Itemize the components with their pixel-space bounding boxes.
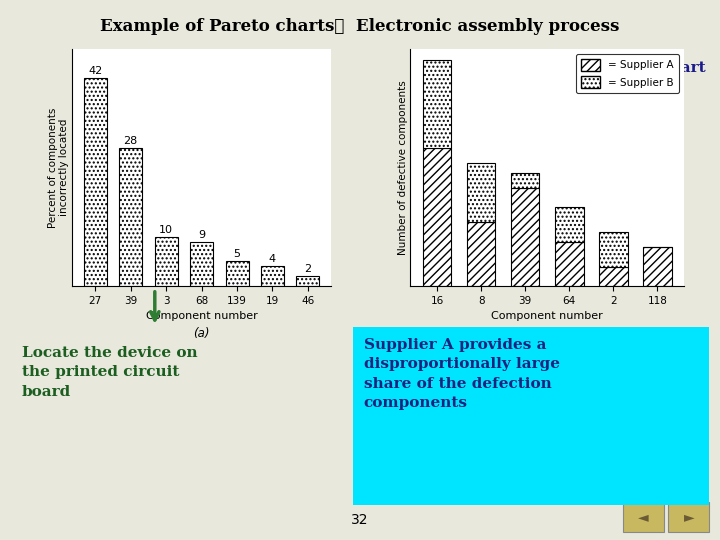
X-axis label: Component number: Component number: [145, 312, 258, 321]
X-axis label: Component number: Component number: [491, 312, 603, 321]
Text: Supplier A provides a
disproportionally large
share of the defection
components: Supplier A provides a disproportionally …: [364, 338, 559, 410]
FancyBboxPatch shape: [623, 502, 664, 532]
Bar: [261, 266, 284, 286]
Text: Example of Pareto charts：  Electronic assembly process: Example of Pareto charts： Electronic ass…: [100, 18, 620, 35]
Bar: [423, 148, 451, 286]
Bar: [423, 60, 451, 148]
Text: ►: ►: [684, 510, 694, 524]
Bar: [120, 147, 143, 286]
Bar: [467, 163, 495, 222]
FancyBboxPatch shape: [353, 327, 709, 505]
Bar: [599, 232, 628, 267]
Text: 5: 5: [233, 249, 240, 260]
Bar: [190, 242, 213, 286]
Bar: [599, 267, 628, 286]
Text: 2: 2: [305, 264, 312, 274]
Text: ◄: ◄: [639, 510, 649, 524]
Text: (a): (a): [194, 327, 210, 340]
FancyBboxPatch shape: [668, 502, 709, 532]
Bar: [555, 207, 583, 242]
Text: Stacked Pareto chart: Stacked Pareto chart: [526, 61, 706, 75]
Text: 9: 9: [198, 230, 205, 240]
Bar: [297, 276, 320, 286]
Bar: [511, 173, 539, 188]
Text: (b): (b): [539, 327, 556, 340]
Legend: = Supplier A, = Supplier B: = Supplier A, = Supplier B: [576, 54, 679, 93]
Bar: [467, 222, 495, 286]
Bar: [643, 247, 672, 286]
Text: 28: 28: [124, 136, 138, 146]
Bar: [155, 237, 178, 286]
Y-axis label: Percent of components
incorrectly located: Percent of components incorrectly locate…: [48, 107, 69, 227]
Bar: [225, 261, 248, 286]
Text: 32: 32: [351, 512, 369, 526]
Text: 10: 10: [159, 225, 174, 235]
Text: Locate the device on
the printed circuit
board: Locate the device on the printed circuit…: [22, 346, 197, 399]
Text: 42: 42: [88, 66, 102, 76]
Y-axis label: Number of defective components: Number of defective components: [397, 80, 408, 255]
Bar: [555, 242, 583, 286]
Bar: [511, 188, 539, 286]
Bar: [84, 78, 107, 286]
Text: 4: 4: [269, 254, 276, 265]
